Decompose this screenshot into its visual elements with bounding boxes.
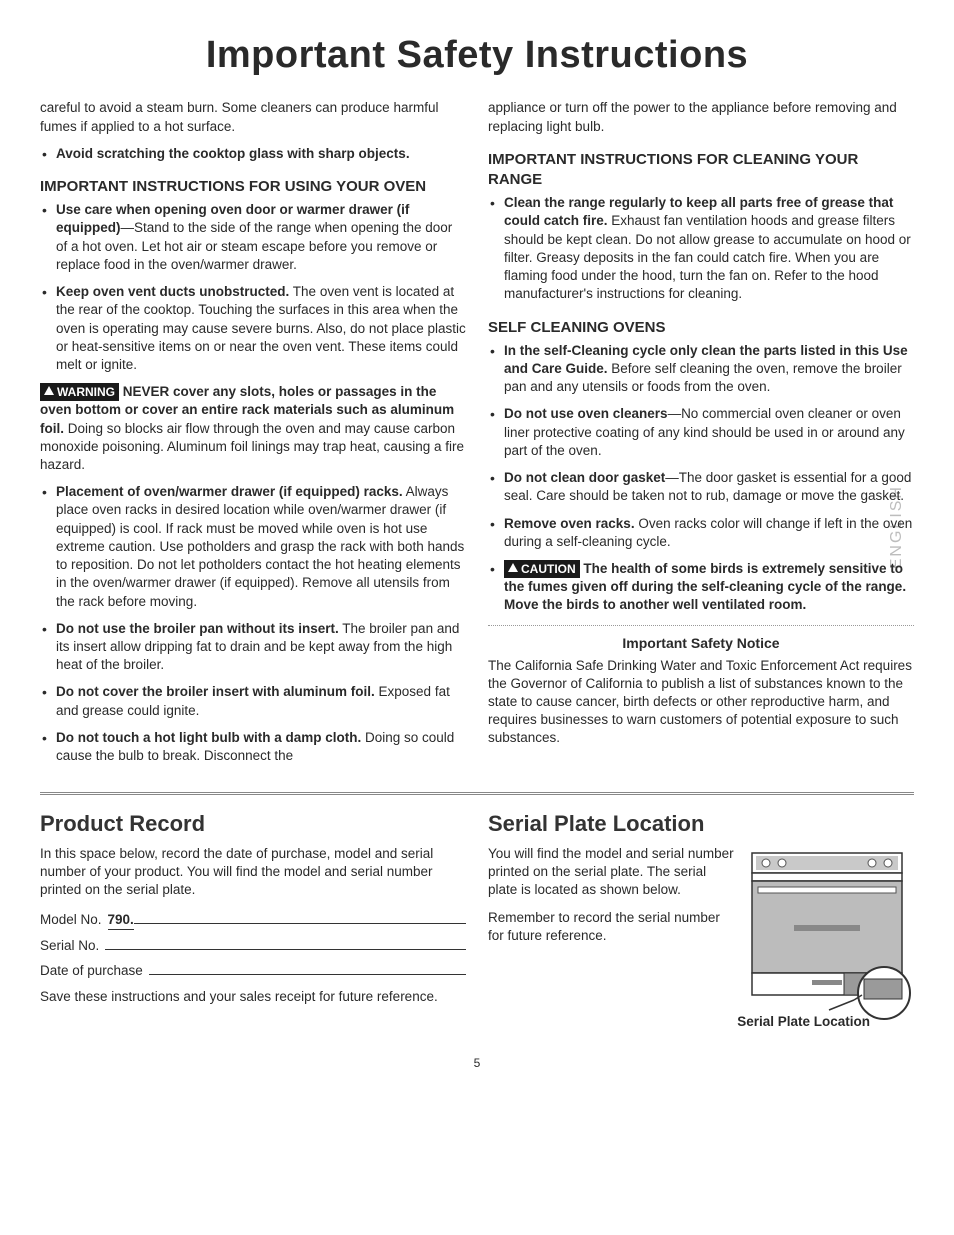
save-note: Save these instructions and your sales r… — [40, 988, 466, 1006]
li-sc1: In the self-Cleaning cycle only clean th… — [488, 342, 914, 397]
notice-body: The California Safe Drinking Water and T… — [488, 657, 914, 748]
heading-oven: IMPORTANT INSTRUCTIONS FOR USING YOUR OV… — [40, 177, 466, 197]
page-title: Important Safety Instructions — [40, 30, 914, 81]
serial-plate-title: Serial Plate Location — [488, 809, 914, 839]
product-record-col: Product Record In this space below, reco… — [40, 809, 466, 1031]
serial-label: Serial No. — [40, 937, 99, 955]
body-text: Always place oven racks in desired locat… — [56, 484, 464, 608]
serial-box: You will find the model and serial numbe… — [488, 845, 914, 1025]
notice-heading: Important Safety Notice — [488, 634, 914, 653]
bold-text: Placement of oven/warmer drawer (if equi… — [56, 484, 403, 499]
page-wrap: ENGLISH Important Safety Instructions ca… — [40, 30, 914, 1071]
serial-plate-col: Serial Plate Location You will find the … — [488, 809, 914, 1031]
page-number: 5 — [40, 1055, 914, 1071]
intro-continued: careful to avoid a steam burn. Some clea… — [40, 99, 466, 135]
li-vent: Keep oven vent ducts unobstructed. The o… — [40, 283, 466, 374]
lower-columns: Product Record In this space below, reco… — [40, 809, 914, 1031]
bold-text: Do not touch a hot light bulb with a dam… — [56, 730, 361, 745]
alert-triangle-icon — [508, 563, 518, 572]
bold-text: Do not use oven cleaners — [504, 406, 668, 421]
cont-paragraph: appliance or turn off the power to the a… — [488, 99, 914, 135]
col-right: appliance or turn off the power to the a… — [488, 99, 914, 774]
model-value: 790. — [108, 911, 134, 930]
badge-label: CAUTION — [521, 562, 576, 576]
bold-text: Do not clean door gasket — [504, 470, 665, 485]
warning-badge: WARNING — [40, 383, 119, 401]
range-illustration — [744, 845, 914, 1025]
body-text: Doing so blocks air flow through the ove… — [40, 421, 464, 472]
heading-self-clean: SELF CLEANING OVENS — [488, 318, 914, 338]
li-broiler: Do not use the broiler pan without its i… — [40, 620, 466, 675]
li-placement: Placement of oven/warmer drawer (if equi… — [40, 483, 466, 611]
serial-p1: You will find the model and serial numbe… — [488, 845, 734, 900]
date-label: Date of purchase — [40, 962, 143, 980]
li-foil: Do not cover the broiler insert with alu… — [40, 683, 466, 719]
li-avoid-scratch: Avoid scratching the cooktop glass with … — [40, 145, 466, 163]
li-sc5: CAUTION The health of some birds is extr… — [488, 560, 914, 615]
alert-triangle-icon — [44, 386, 54, 395]
li-sc2: Do not use oven cleaners—No commercial o… — [488, 405, 914, 460]
product-record-title: Product Record — [40, 809, 466, 839]
product-record-intro: In this space below, record the date of … — [40, 845, 466, 900]
bold-text: Avoid scratching the cooktop glass with … — [56, 146, 410, 161]
bold-text: Remove oven racks. — [504, 516, 635, 531]
heading-clean-range: IMPORTANT INSTRUCTIONS FOR CLEANING YOUR… — [488, 150, 914, 191]
dotted-divider — [488, 625, 914, 626]
fill-line[interactable] — [105, 935, 466, 950]
model-label: Model No. — [40, 911, 102, 929]
li-sc4: Remove oven racks. Oven racks color will… — [488, 515, 914, 551]
li-clean: Clean the range regularly to keep all pa… — [488, 194, 914, 303]
model-no-line: Model No. 790. — [40, 909, 466, 930]
li-sc3: Do not clean door gasket—The door gasket… — [488, 469, 914, 505]
li-bulb: Do not touch a hot light bulb with a dam… — [40, 729, 466, 765]
serial-text: You will find the model and serial numbe… — [488, 845, 734, 1025]
bold-text: Do not use the broiler pan without its i… — [56, 621, 339, 636]
serial-p2: Remember to record the serial number for… — [488, 909, 734, 945]
date-line: Date of purchase — [40, 960, 466, 980]
upper-columns: careful to avoid a steam burn. Some clea… — [40, 99, 914, 774]
col-left: careful to avoid a steam burn. Some clea… — [40, 99, 466, 774]
bold-text: Keep oven vent ducts unobstructed. — [56, 284, 289, 299]
caution-badge: CAUTION — [504, 560, 580, 578]
double-divider — [40, 792, 914, 795]
bold-text: Do not cover the broiler insert with alu… — [56, 684, 375, 699]
li-care-open: Use care when opening oven door or warme… — [40, 201, 466, 274]
serial-plate-label: Serial Plate Location — [737, 1014, 870, 1029]
fill-line[interactable] — [149, 960, 466, 975]
serial-no-line: Serial No. — [40, 935, 466, 955]
warning-paragraph: WARNING NEVER cover any slots, holes or … — [40, 383, 466, 474]
fill-line[interactable] — [134, 909, 466, 924]
badge-label: WARNING — [57, 385, 115, 399]
